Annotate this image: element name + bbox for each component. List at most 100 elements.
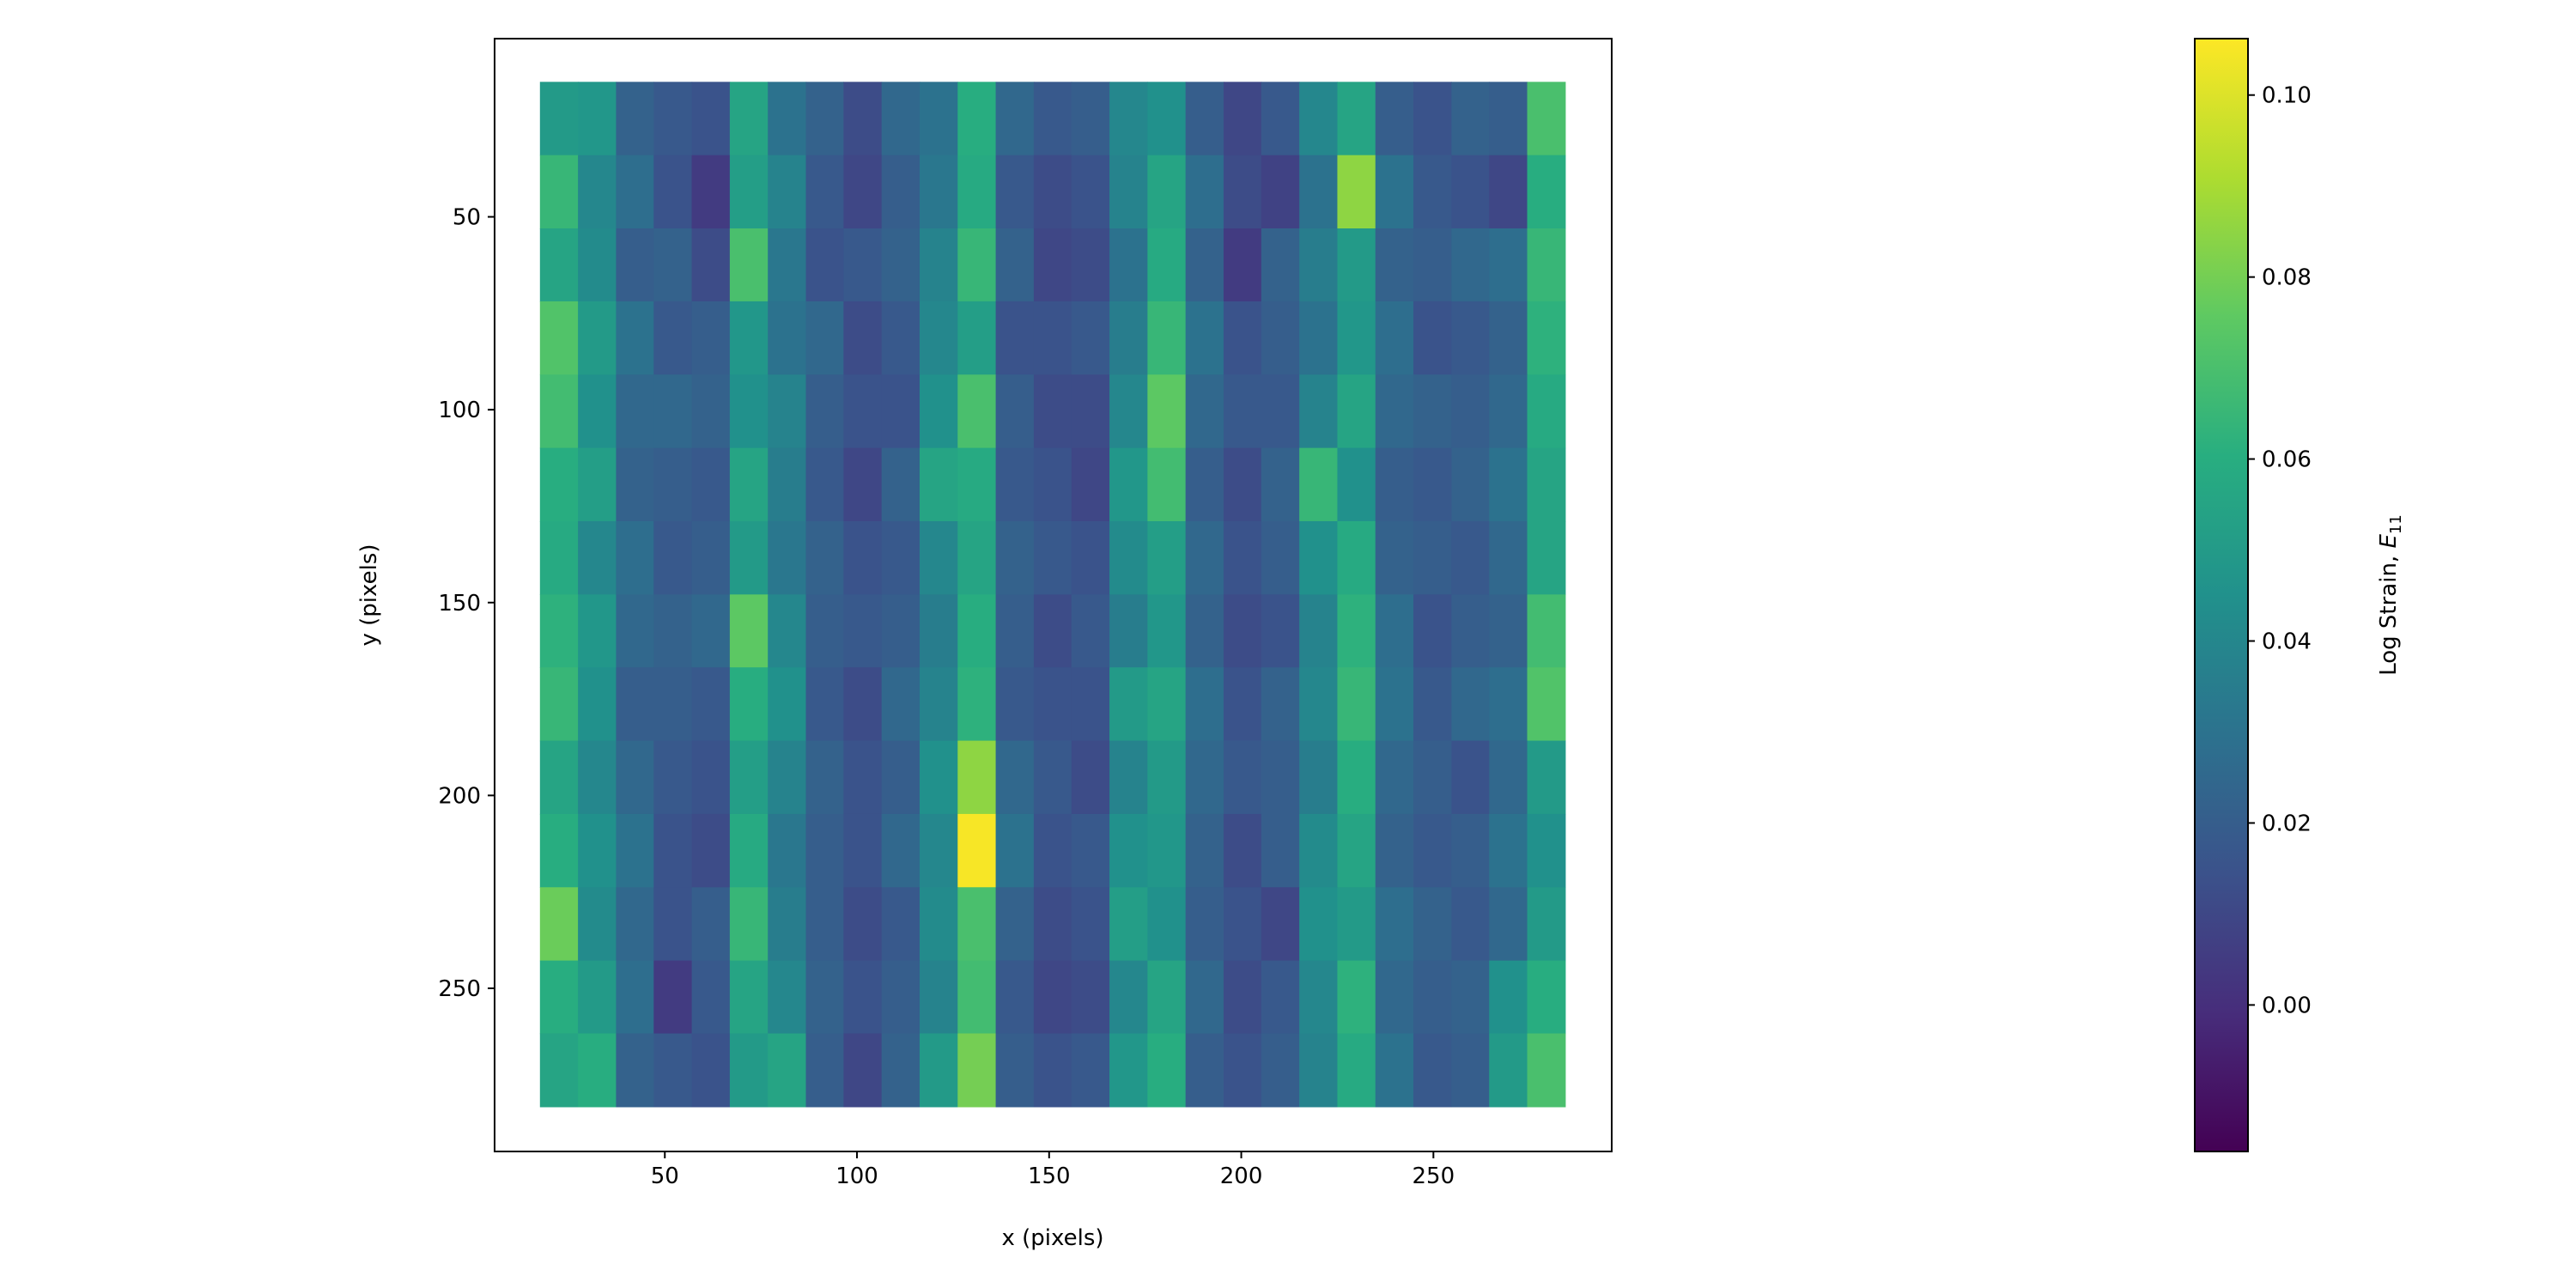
heatmap-cell bbox=[691, 740, 731, 815]
heatmap-cell bbox=[1375, 740, 1414, 815]
heatmap-cell bbox=[919, 374, 958, 449]
heatmap-cell bbox=[1223, 301, 1262, 375]
heatmap-cell bbox=[1527, 447, 1566, 522]
heatmap-cell bbox=[1109, 155, 1148, 229]
heatmap-cell bbox=[1147, 447, 1187, 522]
heatmap-cell bbox=[768, 960, 807, 1035]
heatmap-cell bbox=[691, 667, 731, 742]
heatmap-cell bbox=[995, 740, 1035, 815]
heatmap-cell bbox=[1527, 667, 1566, 742]
heatmap-cell bbox=[881, 301, 920, 375]
heatmap-cell bbox=[1185, 228, 1224, 302]
heatmap-cell bbox=[1185, 301, 1224, 375]
heatmap-cell bbox=[1147, 594, 1187, 668]
heatmap-cell bbox=[919, 301, 958, 375]
heatmap-cell bbox=[1109, 301, 1148, 375]
heatmap-cell bbox=[1071, 813, 1110, 888]
heatmap-cell bbox=[539, 520, 579, 595]
heatmap-cell bbox=[1337, 887, 1376, 962]
heatmap-cell bbox=[653, 887, 693, 962]
heatmap-cell bbox=[805, 82, 844, 156]
heatmap-cell bbox=[919, 813, 958, 888]
heatmap-cell bbox=[919, 960, 958, 1035]
heatmap-cell bbox=[1033, 301, 1072, 375]
heatmap-cell bbox=[768, 740, 807, 815]
heatmap-cell bbox=[1147, 813, 1187, 888]
heatmap-cell bbox=[1033, 1033, 1072, 1108]
heatmap-cell bbox=[768, 155, 807, 229]
heatmap-cell bbox=[653, 447, 693, 522]
heatmap-cell bbox=[1413, 155, 1452, 229]
heatmap-cell bbox=[995, 520, 1035, 595]
heatmap-cell bbox=[691, 813, 731, 888]
heatmap-cell bbox=[729, 301, 769, 375]
heatmap-cell bbox=[768, 667, 807, 742]
heatmap-cell bbox=[1337, 1033, 1376, 1108]
heatmap-cell bbox=[1375, 594, 1414, 668]
heatmap-cell bbox=[957, 155, 997, 229]
heatmap-cell bbox=[1185, 447, 1224, 522]
heatmap-cell bbox=[539, 594, 579, 668]
heatmap-cell bbox=[729, 520, 769, 595]
heatmap-cell bbox=[1489, 155, 1528, 229]
heatmap bbox=[539, 82, 1566, 1108]
heatmap-cell bbox=[1337, 594, 1376, 668]
heatmap-cell bbox=[1451, 301, 1490, 375]
heatmap-cell bbox=[1185, 740, 1224, 815]
heatmap-cell bbox=[1261, 374, 1300, 449]
heatmap-cell bbox=[881, 813, 920, 888]
heatmap-cell bbox=[881, 374, 920, 449]
heatmap-cell bbox=[919, 228, 958, 302]
heatmap-cell bbox=[1147, 1033, 1187, 1108]
heatmap-cell bbox=[957, 887, 997, 962]
heatmap-cell bbox=[691, 155, 731, 229]
heatmap-cell bbox=[768, 1033, 807, 1108]
heatmap-cell bbox=[1451, 740, 1490, 815]
heatmap-cell bbox=[1451, 1033, 1490, 1108]
heatmap-cell bbox=[1147, 155, 1187, 229]
heatmap-cell bbox=[1109, 374, 1148, 449]
heatmap-cell bbox=[1375, 82, 1414, 156]
heatmap-cell bbox=[957, 667, 997, 742]
heatmap-cell bbox=[805, 667, 844, 742]
x-axis-label: x (pixels) bbox=[1001, 1225, 1103, 1251]
heatmap-cell bbox=[1033, 228, 1072, 302]
heatmap-cell bbox=[1071, 155, 1110, 229]
heatmap-cell bbox=[578, 374, 617, 449]
colorbar-label-text: Log Strain, bbox=[2376, 549, 2402, 676]
heatmap-cell bbox=[995, 82, 1035, 156]
heatmap-cell bbox=[1147, 960, 1187, 1035]
heatmap-cell bbox=[616, 374, 654, 449]
heatmap-cell bbox=[881, 887, 920, 962]
heatmap-cell bbox=[653, 594, 693, 668]
heatmap-cell bbox=[1489, 447, 1528, 522]
heatmap-cell bbox=[691, 447, 731, 522]
heatmap-cell bbox=[1223, 82, 1262, 156]
heatmap-cell bbox=[578, 887, 617, 962]
heatmap-cell bbox=[843, 447, 883, 522]
heatmap-cell bbox=[1071, 228, 1110, 302]
heatmap-cell bbox=[843, 155, 883, 229]
heatmap-cell bbox=[768, 301, 807, 375]
heatmap-cell bbox=[1185, 594, 1224, 668]
heatmap-cell bbox=[1147, 228, 1187, 302]
heatmap-cell bbox=[768, 594, 807, 668]
heatmap-cell bbox=[957, 301, 997, 375]
heatmap-cell bbox=[919, 155, 958, 229]
heatmap-cell bbox=[1147, 667, 1187, 742]
heatmap-cell bbox=[1299, 740, 1339, 815]
heatmap-cell bbox=[1375, 667, 1414, 742]
heatmap-cell bbox=[1337, 813, 1376, 888]
heatmap-cell bbox=[578, 740, 617, 815]
colorbar-label: Log Strain, E11 bbox=[2376, 514, 2405, 676]
y-axis-label: y (pixels) bbox=[356, 544, 382, 646]
heatmap-cell bbox=[1109, 667, 1148, 742]
heatmap-cell bbox=[616, 887, 654, 962]
heatmap-cell bbox=[1109, 740, 1148, 815]
heatmap-cell bbox=[578, 1033, 617, 1108]
heatmap-cell bbox=[616, 740, 654, 815]
heatmap-cell bbox=[1261, 155, 1300, 229]
heatmap-cell bbox=[1147, 374, 1187, 449]
heatmap-cell bbox=[1223, 813, 1262, 888]
heatmap-cell bbox=[578, 667, 617, 742]
